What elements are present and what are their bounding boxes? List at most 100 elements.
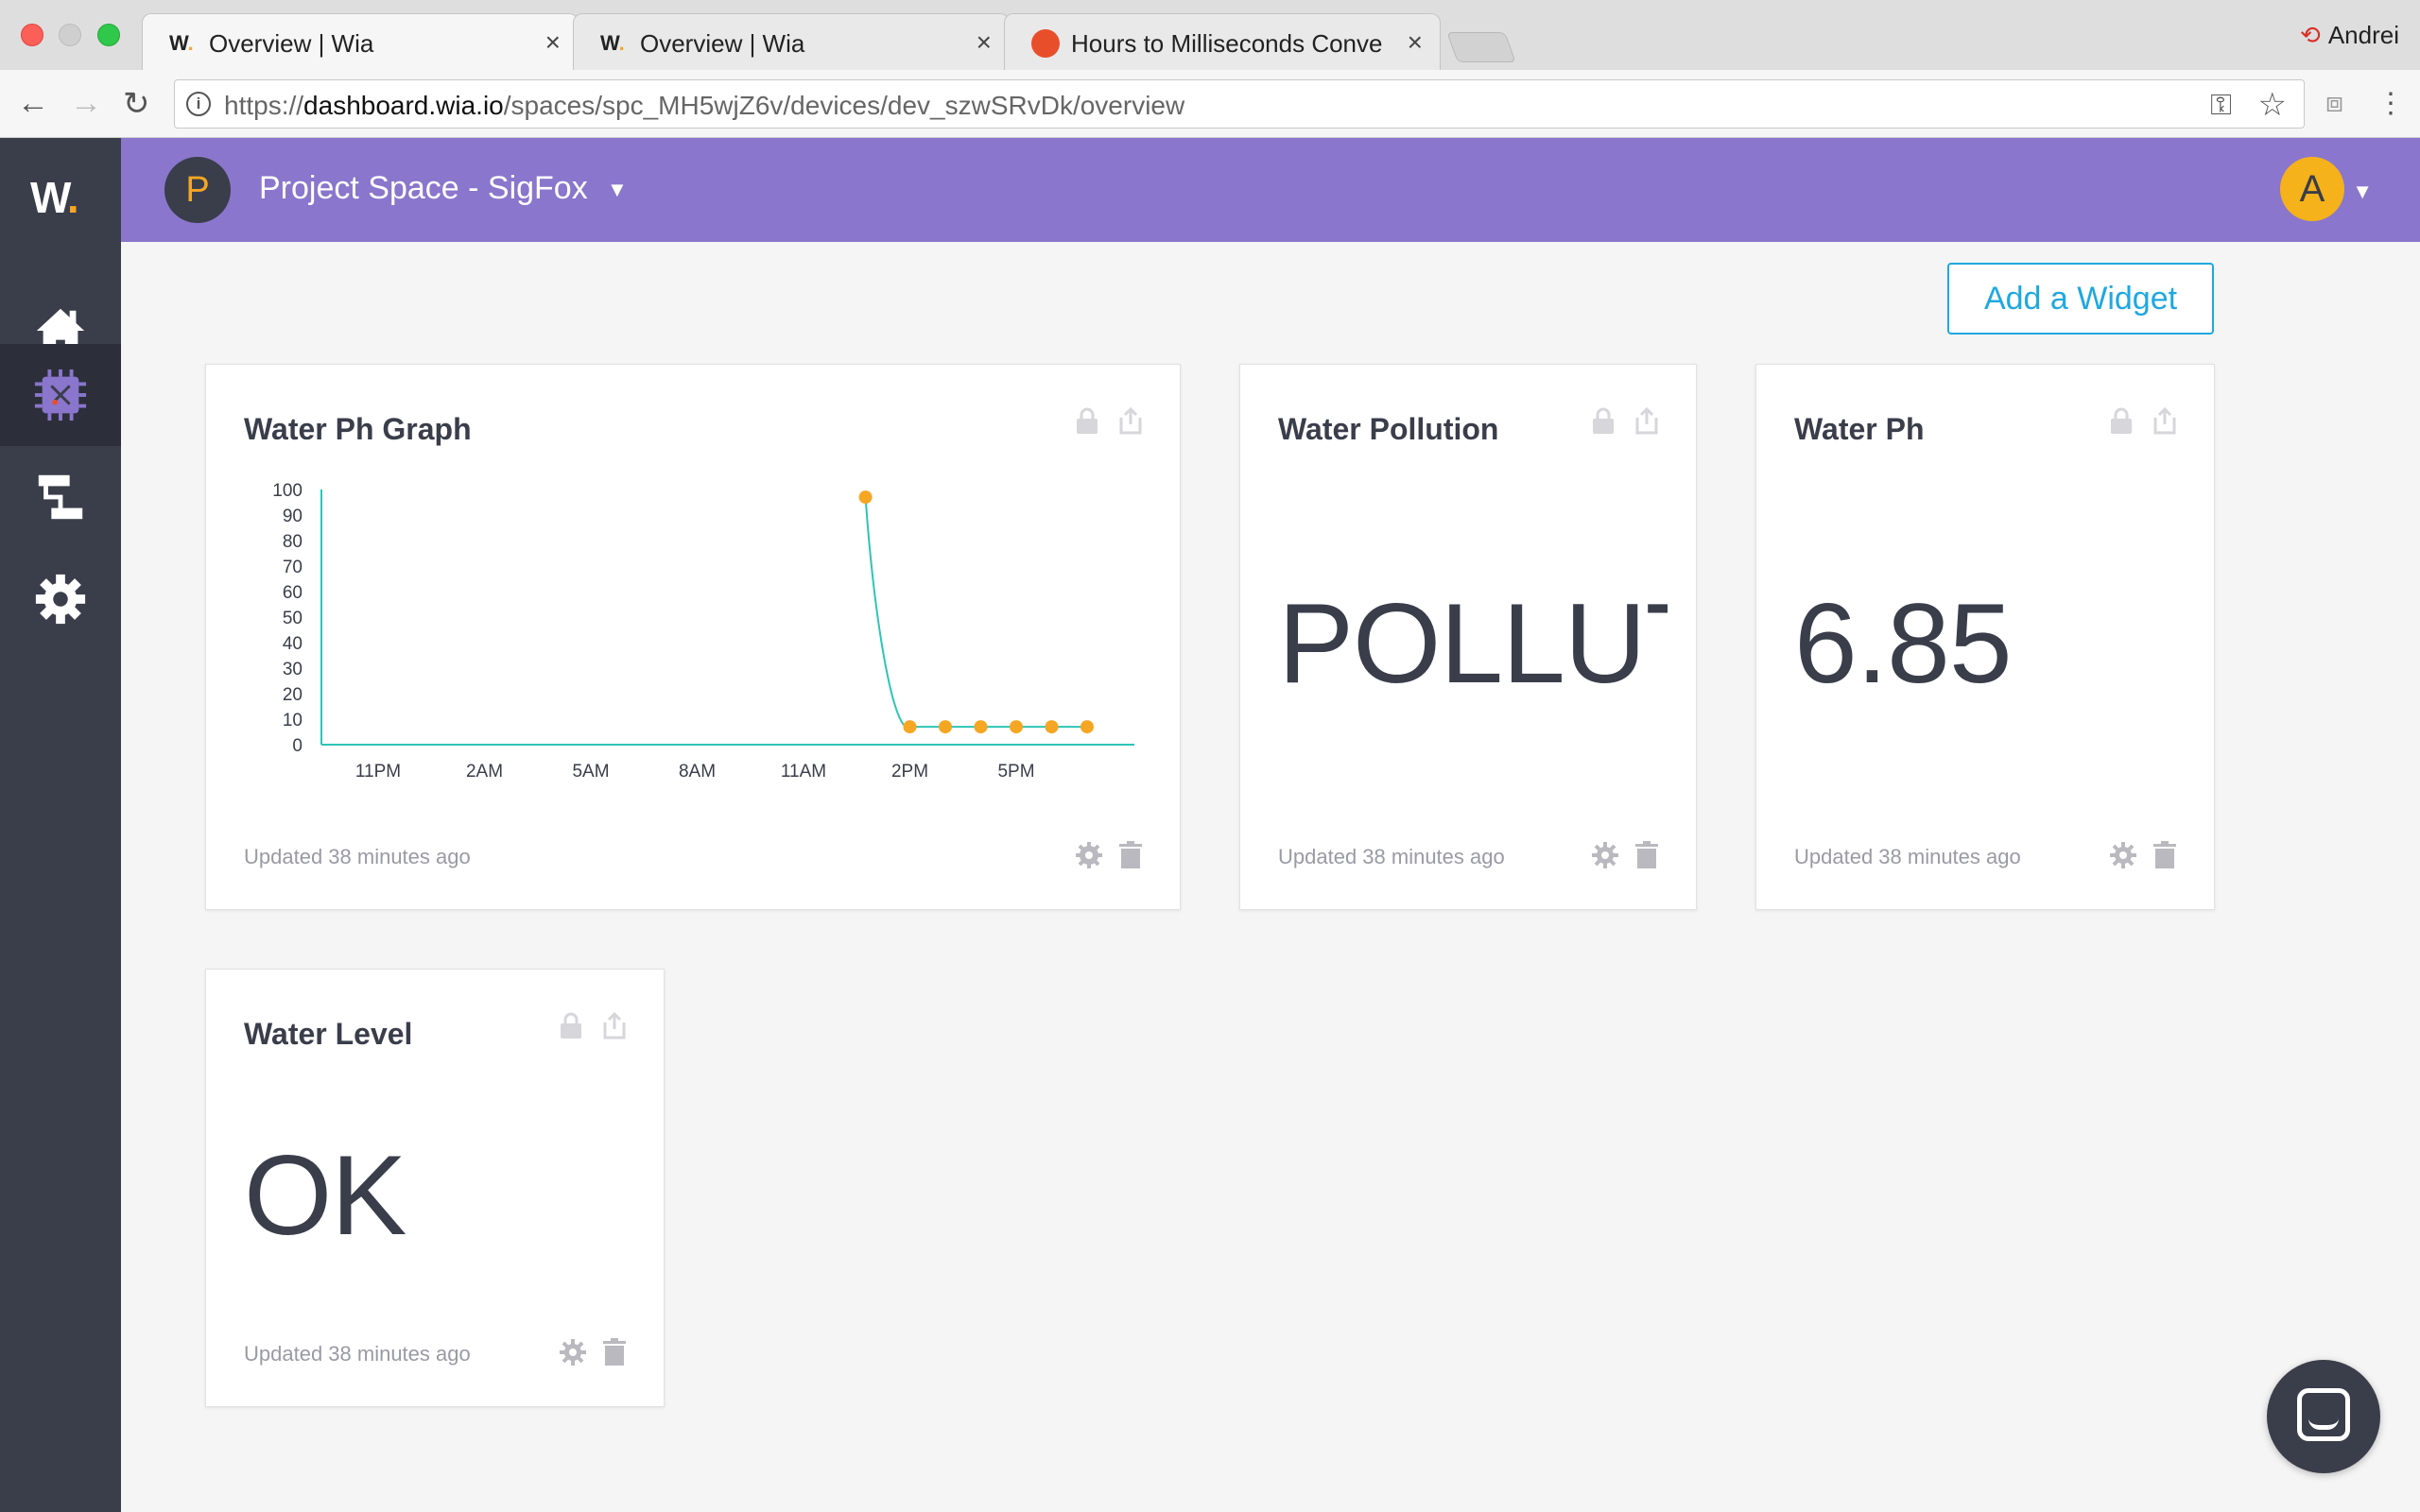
lock-icon[interactable] [2108,406,2135,435]
data-point [974,720,988,734]
url-bar[interactable]: i https://dashboard.wia.io/spaces/spc_MH… [174,79,2305,129]
tab-close-icon[interactable]: × [976,27,992,57]
device-chip-icon [34,369,87,421]
widget-title: Water Ph [1794,412,1925,446]
widget-footer-actions [1076,841,1144,869]
y-tick-label: 20 [283,685,302,705]
back-arrow-icon[interactable]: ← [17,85,49,121]
share-icon[interactable] [1634,406,1660,435]
widget-value: OK [244,1132,406,1259]
series-line [864,497,1087,729]
widget-value: POLLUTED [1278,580,1668,707]
sidebar-item-flows[interactable] [0,446,121,548]
widget-card-water-level: Water Level OK Updated 38 minutes ago [205,969,665,1407]
sidebar-item-devices[interactable] [0,344,121,446]
tab-title: Overview | Wia [209,29,374,58]
new-tab-button[interactable] [1446,32,1516,62]
y-tick-label: 90 [283,507,302,526]
x-tick-label: 8AM [679,762,716,782]
widget-updated-text: Updated 38 minutes ago [244,845,471,868]
gear-icon[interactable] [1592,841,1618,869]
data-point [939,720,952,734]
chat-launcher-button[interactable] [2267,1360,2380,1473]
widget-footer-actions [560,1338,628,1366]
trash-icon[interactable] [1117,841,1144,869]
widget-card-water-pollution: Water Pollution POLLUTED Updated 38 minu… [1239,364,1697,910]
tab-title: Hours to Milliseconds Conversi [1071,29,1383,58]
y-tick-label: 50 [283,609,302,628]
widget-card-water-ph: Water Ph 6.85 Updated 38 minutes ago [1755,364,2215,910]
caret-down-icon[interactable]: ▼ [607,178,628,201]
dropbox-extension-icon[interactable]: ⧈ [2325,87,2344,118]
x-tick-label: 11AM [781,762,826,782]
window-close-button[interactable] [21,24,43,46]
share-icon[interactable] [1117,406,1144,435]
lock-icon[interactable] [1590,406,1616,435]
data-point [1010,720,1023,734]
reload-icon[interactable]: ↻ [123,86,150,122]
lock-icon[interactable] [558,1011,584,1040]
window-minimize-button[interactable] [59,24,81,46]
x-tick-label: 2PM [891,762,928,782]
hourglass-favicon-icon [1031,29,1060,58]
wia-favicon-icon: W. [600,31,625,55]
share-icon[interactable] [2152,406,2178,435]
window-maximize-button[interactable] [97,24,120,46]
gear-icon[interactable] [560,1338,586,1366]
widget-title: Water Level [244,1017,413,1051]
widget-header-actions [1074,406,1144,435]
x-tick-label: 2AM [466,762,503,782]
address-toolbar: ← → ↻ i https://dashboard.wia.io/spaces/… [0,70,2420,138]
x-tick-label: 5AM [572,762,609,782]
browser-tab-3[interactable]: Hours to Milliseconds Conversi × [1004,13,1441,70]
y-tick-label: 0 [292,736,302,756]
wia-logo[interactable]: W. [30,173,79,222]
widget-updated-text: Updated 38 minutes ago [1278,845,1505,868]
gear-icon[interactable] [1076,841,1102,869]
sidebar-item-home[interactable] [0,280,121,382]
app-header: P Project Space - SigFox ▼ A ▼ [121,138,2420,242]
profile-name: Andrei [2327,21,2399,49]
y-tick-label: 40 [283,634,302,654]
tab-title: Overview | Wia [640,29,805,58]
x-tick-label: 5PM [997,762,1034,782]
widget-header-actions [2108,406,2178,435]
browser-menu-icon[interactable]: ⋮ [2377,88,2405,119]
y-tick-label: 10 [283,711,302,730]
lock-icon[interactable] [1074,406,1100,435]
sync-error-icon: ⟲ [2300,21,2321,49]
y-tick-label: 70 [283,558,302,577]
bookmark-star-icon[interactable]: ☆ [2257,87,2287,123]
browser-tab-bar: W. Overview | Wia × W. Overview | Wia × … [0,0,2420,70]
y-tick-label: 30 [283,660,302,679]
tab-close-icon[interactable]: × [544,27,561,57]
trash-icon[interactable] [601,1338,628,1366]
add-widget-button[interactable]: Add a Widget [1947,263,2214,335]
share-icon[interactable] [601,1011,628,1040]
user-avatar[interactable]: A [2280,157,2344,221]
forward-arrow-icon[interactable]: → [70,85,102,121]
widget-header-actions [558,1011,628,1040]
browser-tab-2[interactable]: W. Overview | Wia × [573,13,1010,70]
caret-down-icon[interactable]: ▼ [2352,180,2373,203]
site-info-icon[interactable]: i [186,92,211,116]
trash-icon[interactable] [1634,841,1660,869]
gear-icon[interactable] [2110,841,2136,869]
settings-gear-icon [35,574,86,625]
wia-favicon-icon: W. [169,31,194,55]
flows-icon [38,474,83,520]
tab-close-icon[interactable]: × [1407,27,1423,57]
url-text[interactable]: https://dashboard.wia.io/spaces/spc_MH5w… [224,91,1185,120]
trash-icon[interactable] [2152,841,2178,869]
profile-button[interactable]: ⟲ Andrei [2300,21,2399,50]
space-avatar[interactable]: P [164,157,231,223]
key-icon[interactable]: ⚿ [2210,90,2232,121]
sidebar-item-settings[interactable] [0,548,121,650]
widget-updated-text: Updated 38 minutes ago [1794,845,2021,868]
widget-title: Water Ph Graph [244,412,472,446]
home-icon [36,308,85,355]
widget-header-actions [1590,406,1660,435]
browser-tab-1[interactable]: W. Overview | Wia × [142,13,579,70]
space-selector[interactable]: Project Space - SigFox [259,170,588,206]
